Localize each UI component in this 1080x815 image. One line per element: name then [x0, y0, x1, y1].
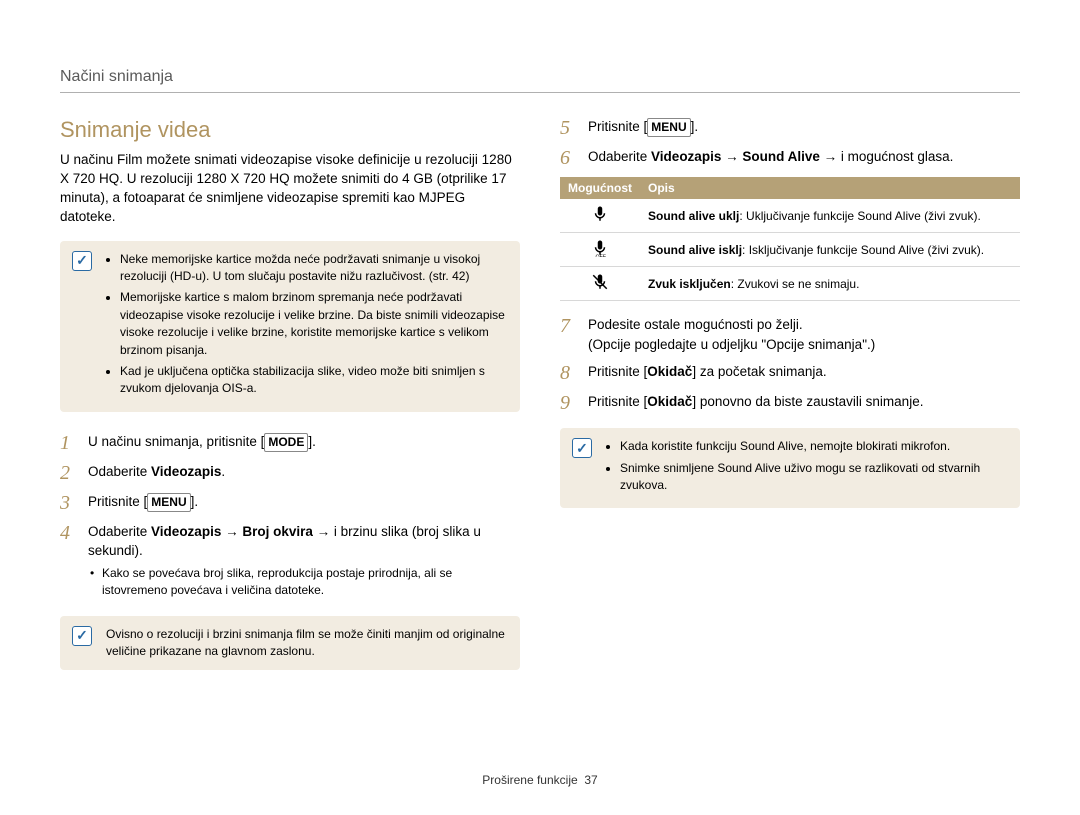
note-box-2: ✓ Ovisno o rezoluciji i brzini snimanja …: [60, 616, 520, 671]
step-text: Pritisnite [: [588, 364, 647, 379]
opt-bold: Sound alive uklj: [648, 209, 739, 223]
page-footer: Proširene funkcije 37: [0, 773, 1080, 787]
note-icon: ✓: [72, 626, 92, 646]
step-number: 6: [560, 147, 578, 169]
step-number: 3: [60, 492, 78, 514]
note-box-3: ✓ Kada koristite funkciju Sound Alive, n…: [560, 428, 1020, 508]
step-number: 8: [560, 362, 578, 384]
step-2: 2 Odaberite Videozapis.: [60, 462, 520, 484]
step-number: 7: [560, 315, 578, 337]
step-bold: Sound Alive: [742, 149, 820, 164]
opt-rest: : Isključivanje funkcije Sound Alive (ži…: [742, 243, 984, 257]
table-row: OFF Sound alive isklj: Isključivanje fun…: [560, 233, 1020, 267]
step-text: U načinu snimanja, pritisnite [: [88, 434, 264, 449]
opt-rest: : Uključivanje funkcije Sound Alive (živ…: [739, 209, 980, 223]
step-number: 9: [560, 392, 578, 414]
step-text: ].: [191, 494, 199, 509]
steps-right: 5 Pritisnite [MENU]. 6 Odaberite Videoza…: [560, 117, 1020, 169]
menu-key: MENU: [147, 493, 190, 512]
left-column: Snimanje videa U načinu Film možete snim…: [60, 117, 520, 690]
step-5: 5 Pritisnite [MENU].: [560, 117, 1020, 139]
opt-rest: : Zvukovi se ne snimaju.: [731, 277, 860, 291]
right-column: 5 Pritisnite [MENU]. 6 Odaberite Videoza…: [560, 117, 1020, 690]
step-text: Odaberite: [88, 464, 151, 479]
intro-paragraph: U načinu Film možete snimati videozapise…: [60, 151, 520, 227]
step-7: 7 Podesite ostale mogućnosti po želji. (…: [560, 315, 1020, 354]
step-bold: Okidač: [647, 394, 692, 409]
mic-on-icon: [591, 205, 609, 223]
step-arrow: →: [221, 524, 242, 539]
table-header: Mogućnost: [560, 177, 640, 199]
note-icon: ✓: [72, 251, 92, 271]
note1-item: Memorijske kartice s malom brzinom sprem…: [120, 289, 508, 359]
menu-key: MENU: [647, 118, 690, 137]
step-number: 2: [60, 462, 78, 484]
step-8: 8 Pritisnite [Okidač] za početak snimanj…: [560, 362, 1020, 384]
note-icon: ✓: [572, 438, 592, 458]
mic-off-icon: OFF: [591, 239, 609, 257]
table-header: Opis: [640, 177, 1020, 199]
mic-mute-icon: [591, 273, 609, 291]
breadcrumb: Načini snimanja: [60, 68, 1020, 93]
step-text: .: [221, 464, 225, 479]
step-text: Odaberite: [588, 149, 651, 164]
note-box-1: ✓ Neke memorijske kartice možda neće pod…: [60, 241, 520, 412]
note1-item: Kad je uključena optička stabilizacija s…: [120, 363, 508, 398]
step-bold: Videozapis: [651, 149, 721, 164]
mode-key: MODE: [264, 433, 308, 452]
step-4: 4 Odaberite Videozapis → Broj okvira → i…: [60, 522, 520, 600]
step-number: 1: [60, 432, 78, 454]
step-3: 3 Pritisnite [MENU].: [60, 492, 520, 514]
step-bold: Okidač: [647, 364, 692, 379]
step-text: Pritisnite [: [588, 394, 647, 409]
note2-text: Ovisno o rezoluciji i brzini snimanja fi…: [106, 627, 505, 658]
note1-item: Neke memorijske kartice možda neće podrž…: [120, 251, 508, 286]
table-row: Zvuk isključen: Zvukovi se ne snimaju.: [560, 267, 1020, 301]
options-table: Mogućnost Opis Sound alive uklj: Uključi…: [560, 177, 1020, 301]
step-6: 6 Odaberite Videozapis → Sound Alive → i…: [560, 147, 1020, 169]
step-text: → i mogućnost glasa.: [820, 149, 954, 164]
page-title: Snimanje videa: [60, 117, 520, 143]
steps-left: 1 U načinu snimanja, pritisnite [MODE]. …: [60, 432, 520, 600]
steps-right-2: 7 Podesite ostale mogućnosti po želji. (…: [560, 315, 1020, 414]
svg-text:OFF: OFF: [596, 255, 607, 258]
step-text: Podesite ostale mogućnosti po želji.: [588, 317, 803, 332]
opt-bold: Sound alive isklj: [648, 243, 742, 257]
step-bold: Videozapis: [151, 524, 221, 539]
step-1: 1 U načinu snimanja, pritisnite [MODE].: [60, 432, 520, 454]
opt-bold: Zvuk isključen: [648, 277, 731, 291]
step-subline: (Opcije pogledajte u odjeljku "Opcije sn…: [588, 337, 875, 352]
note3-item: Kada koristite funkciju Sound Alive, nem…: [620, 438, 1008, 455]
step-text: Pritisnite [: [588, 119, 647, 134]
step-arrow: →: [721, 149, 742, 164]
step-subtext: Kako se povećava broj slika, reprodukcij…: [88, 565, 520, 600]
content-columns: Snimanje videa U načinu Film možete snim…: [60, 117, 1020, 690]
step-text: ] za početak snimanja.: [692, 364, 826, 379]
step-text: ] ponovno da biste zaustavili snimanje.: [692, 394, 923, 409]
footer-chapter: Proširene funkcije: [482, 773, 577, 787]
footer-page: 37: [584, 773, 597, 787]
step-9: 9 Pritisnite [Okidač] ponovno da biste z…: [560, 392, 1020, 414]
step-text: Odaberite: [88, 524, 151, 539]
step-bold: Broj okvira: [242, 524, 313, 539]
step-text: ].: [308, 434, 316, 449]
step-number: 4: [60, 522, 78, 544]
step-bold: Videozapis: [151, 464, 221, 479]
table-row: Sound alive uklj: Uključivanje funkcije …: [560, 199, 1020, 233]
step-number: 5: [560, 117, 578, 139]
step-text: Pritisnite [: [88, 494, 147, 509]
step-text: ].: [691, 119, 699, 134]
note3-item: Snimke snimljene Sound Alive uživo mogu …: [620, 460, 1008, 495]
